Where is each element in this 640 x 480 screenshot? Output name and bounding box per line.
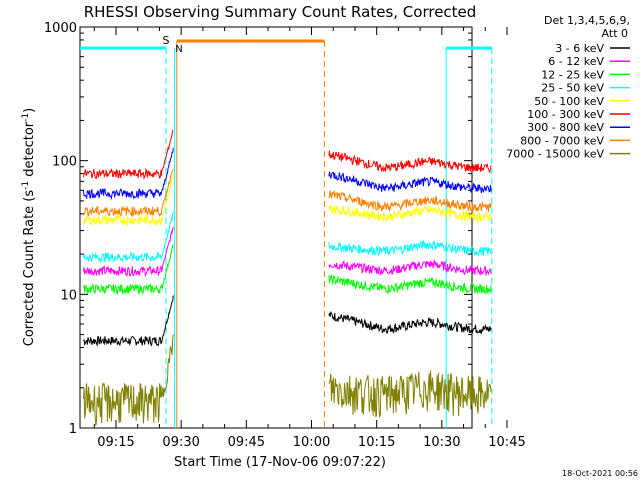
legend-label: 800 - 7000 keV [520,134,604,147]
x-tick-label: 09:30 [162,435,199,450]
series-line-post [328,150,492,174]
y-label-mid: detector [22,121,37,181]
series-line-post [328,240,492,257]
legend-header-2: Att 0 [602,27,628,40]
legend-label: 7000 - 15000 keV [506,148,604,161]
x-tick-label: 09:45 [228,435,265,450]
legend-label: 50 - 100 keV [534,95,604,108]
y-axis: 1 10 100 1000 [44,21,472,437]
series-line-pre [82,334,174,426]
legend-label: 25 - 50 keV [541,82,604,95]
night-flag-label: N [175,44,182,55]
legend-label: 6 - 12 keV [548,55,604,68]
series-line-pre [82,226,174,278]
legend-label: 300 - 800 keV [527,121,604,134]
footer-timestamp: 18-Oct-2021 00:56 [562,469,638,478]
series-line-pre [83,295,174,347]
chart-title: RHESSI Observing Summary Count Rates, Co… [84,3,477,21]
series-line-post [328,370,492,418]
flag-markers: SN [80,34,493,428]
series-line-post [328,190,492,213]
legend-label: 3 - 6 keV [555,42,604,55]
x-tick-label: 10:30 [423,435,460,450]
series-line-pre [82,211,174,263]
x-tick-label: 10:15 [358,435,395,450]
x-tick-label: 09:15 [97,435,134,450]
x-tick-label: 10:00 [293,435,330,450]
series-line-post [328,204,492,223]
plot-area: 1 10 100 1000 09:15 09:30 09:45 10:00 10:15 10:3… [44,21,526,450]
y-tick-label: 1 [69,422,77,437]
y-label-end: ) [22,108,37,113]
x-axis-label: Start Time (17-Nov-06 09:07:22) [174,455,386,470]
legend-label: 12 - 25 keV [541,68,604,81]
plot-frame [79,26,473,429]
series-line-post [328,171,492,194]
y-tick-label: 1000 [44,21,77,36]
y-axis-label: Corrected Count Rate (s-1 detector-1) [21,108,37,346]
series-line-pre [82,148,174,200]
series-line-post [328,274,492,295]
series-line-pre [83,169,174,218]
series-line-post [328,259,492,277]
legend-header-1: Det 1,3,4,5,6,9, [544,14,630,27]
x-tick-label: 10:45 [488,435,525,450]
y-label-sup1: -1 [21,181,31,190]
y-label-sup2: -1 [21,113,31,122]
x-axis: 09:15 09:30 09:45 10:00 10:15 10:30 10:45 [93,27,526,450]
series-line-pre [82,244,174,295]
series-line-pre [82,130,174,181]
series-line-pre [82,174,174,227]
series-group [82,130,492,426]
y-tick-label: 10 [60,288,77,303]
series-line-post [328,311,492,335]
y-tick-label: 100 [52,155,77,170]
saa-flag-label: S [162,34,169,47]
y-label-main: Corrected Count Rate (s [22,190,37,347]
legend-label: 100 - 300 keV [527,108,604,121]
